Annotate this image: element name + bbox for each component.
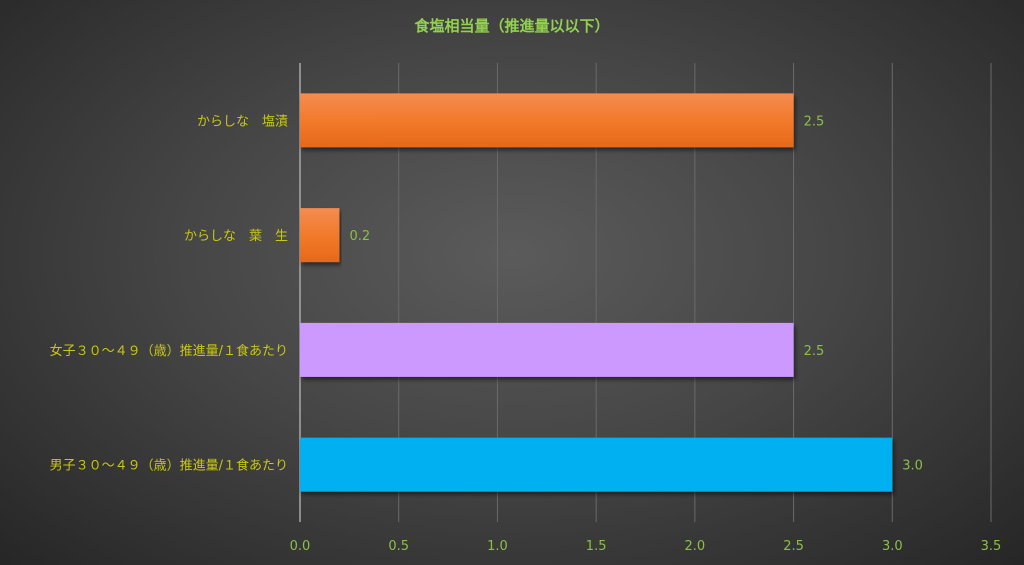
- x-tick-label: 1.0: [487, 539, 508, 554]
- data-label: 3.0: [902, 459, 923, 474]
- data-label: 0.2: [349, 229, 370, 244]
- bar: [300, 322, 794, 377]
- data-label: 2.5: [804, 114, 825, 129]
- x-tick-label: 2.0: [685, 539, 706, 554]
- category-label: 女子３０～４９（歳）推進量/１食あたり: [50, 343, 288, 359]
- x-tick-label: 2.5: [783, 539, 804, 554]
- bar: [300, 437, 893, 492]
- x-tick-label: 1.5: [586, 539, 607, 554]
- bar: [300, 93, 794, 148]
- x-tick-label: 0.0: [290, 539, 311, 554]
- x-tick-label: 3.0: [882, 539, 903, 554]
- bar: [300, 208, 340, 263]
- category-label: 男子３０～４９（歳）推進量/１食あたり: [50, 458, 288, 474]
- data-label: 2.5: [804, 344, 825, 359]
- x-tick-label: 0.5: [388, 539, 409, 554]
- category-label: からしな 塩漬: [197, 114, 288, 129]
- chart-title: 食塩相当量（推進量以以下）: [414, 17, 609, 35]
- category-label: からしな 葉 生: [184, 229, 288, 244]
- x-tick-label: 3.5: [981, 539, 1002, 554]
